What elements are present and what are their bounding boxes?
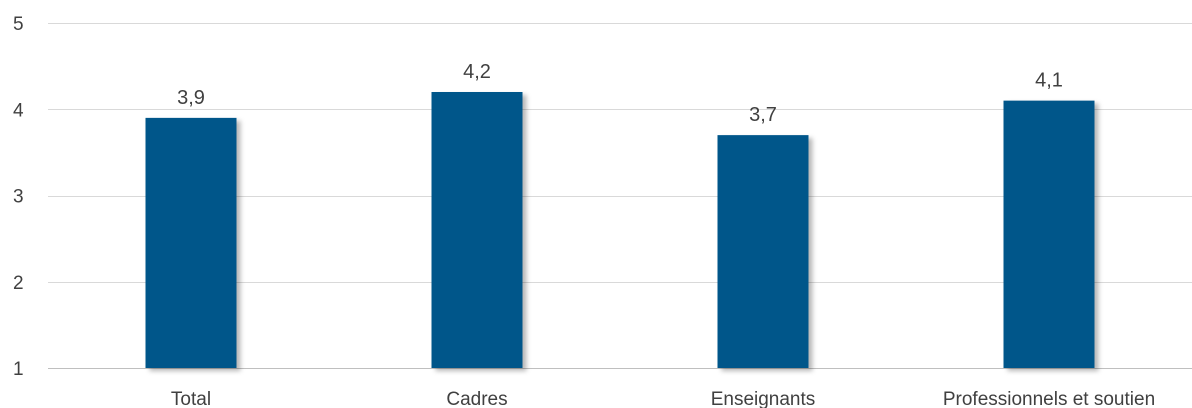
- gridlines: [48, 23, 1192, 369]
- data-label: 3,9: [177, 87, 205, 109]
- y-tick-label: 1: [13, 359, 24, 380]
- y-axis-ticks: 1 2 3 4 5: [13, 14, 24, 380]
- y-tick-label: 4: [13, 100, 24, 121]
- data-label: 4,2: [463, 61, 491, 83]
- x-axis-categories: Total Cadres Enseignants Professionnels et …: [171, 389, 1155, 408]
- data-labels: 3,9 4,2 3,7 4,1: [177, 61, 1063, 126]
- bars: [145, 92, 1095, 368]
- data-label: 3,7: [749, 104, 777, 126]
- y-tick-label: 5: [13, 14, 24, 35]
- category-label: Total: [171, 389, 211, 408]
- y-tick-label: 3: [13, 187, 24, 208]
- bar: [717, 135, 809, 368]
- category-label: Cadres: [446, 389, 507, 408]
- bar: [431, 92, 523, 368]
- data-label: 4,1: [1035, 70, 1063, 92]
- bar: [145, 117, 237, 368]
- bar: [1003, 100, 1095, 368]
- category-label: Enseignants: [711, 389, 816, 408]
- y-tick-label: 2: [13, 273, 24, 294]
- category-label: Professionnels et soutien: [943, 389, 1155, 408]
